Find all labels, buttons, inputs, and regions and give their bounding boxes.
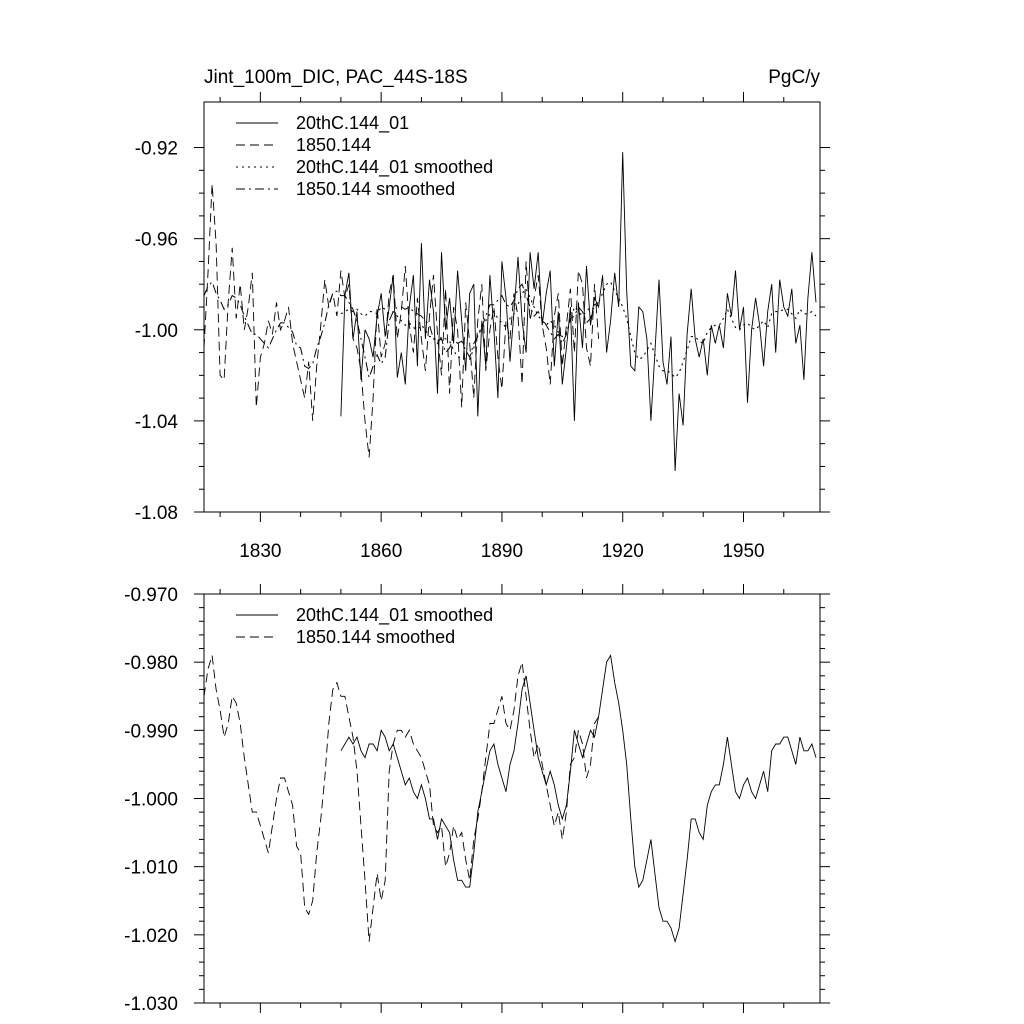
y-tick-label: -1.030 — [124, 994, 178, 1015]
legend-label: 1850.144 — [296, 135, 371, 155]
x-tick-label: 1830 — [239, 541, 281, 562]
x-tick-label: 1920 — [602, 541, 644, 562]
series-line-0-1 — [203, 183, 600, 458]
legend-label: 20thC.144_01 smoothed — [296, 157, 493, 178]
bottom-panel: -0.970 -0.980 -0.990 -1.000 -1.010 -1.020 -1.0… — [124, 584, 830, 1015]
series-line-0-0 — [340, 152, 817, 472]
y-tick-label: -1.010 — [124, 858, 178, 879]
legend-label: 20thC.144_01 — [296, 113, 409, 134]
units-label: PgC/y — [768, 67, 820, 88]
top-panel: 1830 1860 1890 1920 1950 -0.92 -0.96 -1.00 -1.04… — [135, 92, 830, 562]
chart-title: Jint_100m_DIC, PAC_44S-18S — [204, 67, 468, 88]
y-tick-label: -1.04 — [135, 412, 179, 433]
y-tick-label: -0.92 — [135, 139, 178, 160]
series-line-0-3 — [203, 280, 599, 380]
y-tick-label: -0.990 — [124, 721, 178, 742]
y-tick-label: -0.980 — [124, 653, 178, 674]
y-tick-label: -1.020 — [124, 926, 178, 947]
legend-label: 1850.144 smoothed — [296, 179, 455, 199]
y-tick-label: -1.00 — [135, 321, 178, 342]
legend-label: 1850.144 smoothed — [296, 627, 455, 647]
series-line-1-1 — [203, 655, 599, 942]
series-line-1-0 — [340, 654, 817, 944]
y-tick-label: -0.96 — [135, 230, 178, 251]
y-tick-label: -1.000 — [124, 790, 178, 811]
x-tick-label: 1860 — [360, 541, 402, 562]
x-tick-label: 1950 — [722, 541, 764, 562]
legend-label: 20thC.144_01 smoothed — [296, 605, 493, 626]
y-tick-label: -0.970 — [124, 585, 178, 606]
x-tick-label: 1890 — [481, 541, 523, 562]
y-tick-label: -1.08 — [135, 503, 178, 524]
